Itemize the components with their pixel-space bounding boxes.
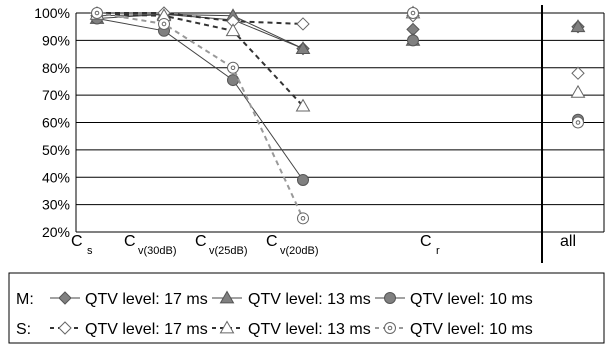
- x-category-label: C: [71, 233, 83, 250]
- y-tick-label: 40%: [42, 169, 70, 185]
- data-point: [570, 84, 586, 98]
- series-line: [96, 17, 304, 181]
- data-point-inner: [410, 10, 416, 16]
- x-category-subscript: r: [436, 245, 440, 257]
- legend-entry-label: QTV level: 10 ms: [410, 321, 533, 338]
- data-point: [407, 7, 419, 19]
- data-point: [296, 17, 310, 31]
- y-tick-label: 90%: [42, 32, 70, 48]
- series-line: [96, 13, 304, 50]
- x-category-label: C: [195, 233, 207, 250]
- data-point-inner: [300, 216, 306, 221]
- legend-marker: [219, 320, 235, 334]
- x-category-subscript: v(20dB): [280, 245, 319, 257]
- data-point: [570, 19, 586, 33]
- y-tick-label: 70%: [42, 87, 70, 103]
- y-tick-label: 80%: [42, 60, 70, 76]
- legend-entry-label: QTV level: 13 ms: [248, 321, 371, 338]
- x-category-subscript: s: [87, 245, 93, 257]
- series-line: [96, 12, 304, 219]
- legend-entry-label: QTV level: 13 ms: [248, 291, 371, 308]
- axes: 100%90%80%70%60%50%40%30%20%CsCv(30dB)Cv…: [34, 5, 605, 263]
- series-m-circle: [91, 12, 584, 186]
- legend-marker: [384, 292, 396, 304]
- y-tick-label: 20%: [42, 224, 70, 240]
- series-line: [97, 12, 304, 25]
- x-category-subscript: v(30dB): [138, 245, 177, 257]
- legend-marker: [58, 321, 72, 335]
- y-tick-label: 50%: [42, 142, 70, 158]
- data-point: [297, 173, 309, 186]
- data-point: [225, 23, 241, 37]
- legend-entry-label: QTV level: 17 ms: [85, 291, 208, 308]
- series-layer: [89, 5, 586, 225]
- data-point: [297, 212, 309, 225]
- data-point: [407, 34, 419, 47]
- data-point: [227, 61, 239, 74]
- x-category-label: C: [266, 233, 278, 250]
- legend-box: [8, 272, 605, 344]
- data-point-inner: [575, 120, 581, 125]
- legend-marker: [219, 290, 235, 304]
- data-point-inner: [161, 21, 167, 27]
- data-point: [295, 98, 311, 112]
- data-point: [227, 74, 239, 87]
- legend-marker: [58, 291, 72, 305]
- series-line: [96, 13, 304, 50]
- y-tick-label: 60%: [42, 115, 70, 131]
- legend-marker-inner: [387, 325, 393, 331]
- legend: M: QTV level: 17 ms QTV level: 13 ms QTV le…: [8, 272, 605, 344]
- x-category-label: all: [560, 233, 576, 250]
- legend-entry-label: QTV level: 10 ms: [410, 291, 533, 308]
- y-tick-label: 100%: [34, 5, 70, 21]
- x-category-subscript: v(25dB): [209, 245, 248, 257]
- data-point-inner: [230, 65, 236, 71]
- legend-marker: [384, 322, 396, 334]
- data-point-inner: [94, 10, 100, 16]
- data-point: [295, 41, 311, 54]
- series-line: [96, 13, 304, 107]
- x-category-label: C: [420, 233, 432, 250]
- data-point: [91, 7, 103, 19]
- grid: [76, 39, 604, 206]
- y-tick-label: 30%: [42, 197, 70, 213]
- legend-row-prefix: M:: [16, 291, 34, 308]
- data-point: [572, 116, 584, 129]
- x-category-label: C: [124, 233, 136, 250]
- legend-row-prefix: S:: [16, 321, 31, 338]
- data-point: [571, 66, 585, 80]
- legend-entry-label: QTV level: 17 ms: [85, 321, 208, 338]
- data-point: [158, 17, 170, 30]
- series-s-circle: [91, 7, 584, 225]
